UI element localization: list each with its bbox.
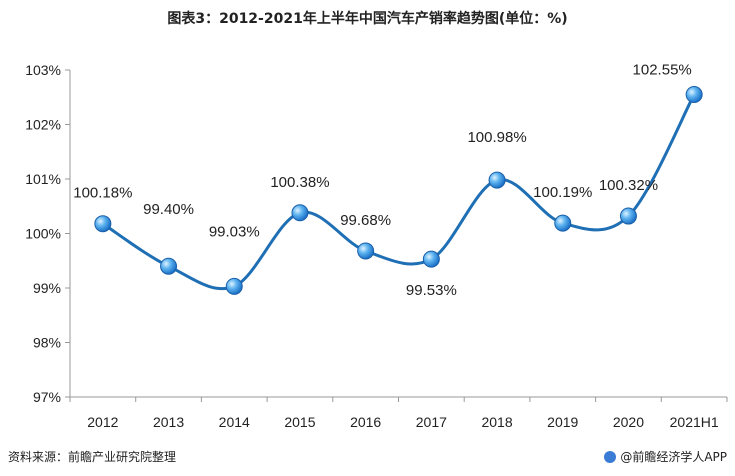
chart-title: 图表3：2012-2021年上半年中国汽车产销率趋势图(单位：%): [167, 11, 568, 27]
source-note: 资料来源：前瞻产业研究院整理: [8, 450, 177, 464]
data-point: [619, 207, 637, 225]
x-tick-label: 2015: [284, 414, 315, 430]
data-point: [422, 250, 440, 268]
x-tick-label: 2017: [416, 414, 447, 430]
data-labels: 100.18% 99.40% 99.03% 100.38% 99.68% 99.53% 10…: [73, 62, 692, 300]
axes: 97% 98% 99% 100% 101% 102% 103% 2012 2013 2014 201…: [25, 62, 728, 430]
data-label: 100.38%: [270, 174, 329, 191]
brand-text: @前瞻经济学人APP: [620, 450, 727, 464]
data-label: 100.18%: [73, 185, 132, 202]
y-tick-label: 101%: [25, 171, 61, 187]
x-tick-label: 2020: [613, 414, 644, 430]
y-tick-label: 99%: [33, 280, 61, 296]
brand-credit: @前瞻经济学人APP: [604, 448, 727, 465]
x-tick-label: 2016: [350, 414, 381, 430]
data-point: [225, 277, 243, 295]
data-label: 100.19%: [533, 184, 592, 201]
data-point: [554, 214, 572, 232]
brand-logo-icon: [604, 450, 617, 463]
x-tick-label: 2013: [153, 414, 184, 430]
data-point: [357, 242, 375, 260]
y-tick-label: 98%: [33, 335, 61, 351]
data-point: [291, 204, 309, 222]
data-point: [685, 86, 703, 104]
y-tick-label: 103%: [25, 62, 61, 78]
x-tick-label: 2018: [481, 414, 512, 430]
data-label: 102.55%: [633, 62, 692, 79]
data-label: 99.03%: [209, 223, 260, 240]
data-label: 99.40%: [143, 201, 194, 218]
data-label: 100.98%: [467, 129, 526, 146]
data-label: 99.53%: [406, 282, 457, 299]
series-line: [101, 93, 696, 291]
x-tick-label: 2012: [87, 414, 118, 430]
y-tick-label: 97%: [33, 389, 61, 405]
y-tick-label: 100%: [25, 226, 61, 242]
series-line-layer: [101, 93, 696, 291]
x-tick-label: 2021H1: [670, 414, 719, 430]
x-tick-label: 2019: [547, 414, 578, 430]
data-points: [94, 86, 703, 295]
x-tick-label: 2014: [219, 414, 250, 430]
y-tick-label: 102%: [25, 117, 61, 133]
data-label: 100.32%: [599, 177, 658, 194]
data-point: [160, 257, 178, 275]
data-label: 99.68%: [340, 212, 391, 229]
data-point: [94, 215, 112, 233]
data-point: [488, 171, 506, 189]
